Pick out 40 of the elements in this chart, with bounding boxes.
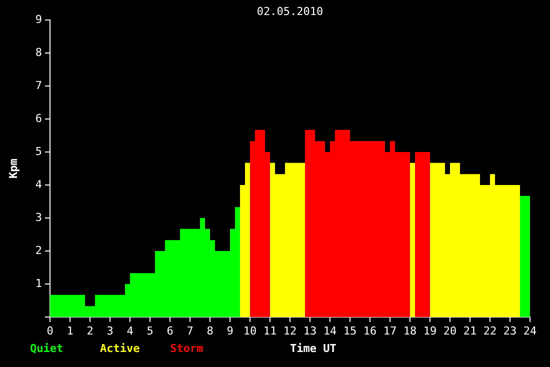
text: Storm	[170, 342, 204, 355]
x-tick-label: 23	[503, 324, 517, 338]
y-tick-label: 9	[35, 12, 42, 26]
x-tick-label: 11	[263, 324, 277, 338]
x-tick-label: 14	[323, 324, 337, 338]
x-tick-label: 24	[523, 324, 537, 338]
x-tick-label: 10	[243, 324, 257, 338]
x-tick-label: 5	[146, 324, 154, 338]
x-tick-label: 3	[106, 324, 114, 338]
y-tick-label: 2	[35, 244, 42, 257]
x-tick-label: 2	[86, 324, 94, 338]
x-tick-label: 21	[463, 324, 477, 338]
x-tick-label: 6	[166, 324, 174, 338]
y-tick-label: 8	[35, 46, 42, 59]
x-tick-label: 16	[363, 324, 377, 338]
x-tick-label: 0	[46, 324, 54, 338]
x-tick-label: 7	[186, 324, 194, 338]
chart-title: 02.05.2010	[256, 4, 324, 18]
x-tick-label: 17	[383, 324, 397, 338]
text: Quiet	[30, 342, 64, 355]
x-tick-label: 18	[403, 324, 417, 338]
y-tick-label: 4	[35, 178, 42, 191]
x-tick-label: 22	[483, 324, 497, 338]
x-tick-label: 12	[283, 324, 297, 338]
y-tick-label: 6	[35, 112, 42, 125]
text: Active	[100, 342, 140, 355]
x-tick-label: 9	[226, 324, 234, 338]
x-tick-label: 20	[443, 324, 457, 338]
x-tick-label: 8	[206, 324, 214, 338]
x-axis-title: Time UT	[290, 342, 337, 355]
y-tick-label: 3	[35, 210, 42, 224]
x-tick-label: 1	[66, 324, 74, 338]
y-tick-label: 5	[35, 144, 42, 158]
x-tick-label: 13	[303, 324, 317, 338]
y-tick-label: 7	[35, 78, 42, 92]
y-tick-label: 1	[35, 276, 42, 290]
x-tick-label: 4	[126, 324, 134, 338]
x-tick-label: 19	[423, 324, 437, 338]
x-tick-label: 15	[343, 324, 357, 338]
y-axis-title: Kpm	[6, 158, 20, 178]
